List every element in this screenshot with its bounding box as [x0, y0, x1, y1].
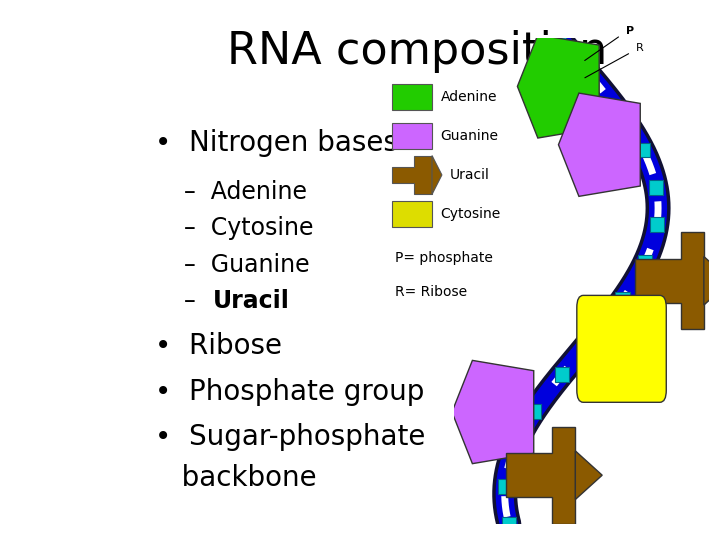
FancyBboxPatch shape	[498, 479, 512, 494]
Text: •  Ribose: • Ribose	[155, 332, 282, 360]
Text: backbone: backbone	[155, 464, 316, 492]
FancyBboxPatch shape	[577, 295, 666, 402]
FancyBboxPatch shape	[392, 123, 432, 149]
Polygon shape	[635, 232, 704, 329]
FancyBboxPatch shape	[638, 255, 652, 269]
Text: R: R	[636, 43, 644, 53]
Text: •  Sugar-phosphate: • Sugar-phosphate	[155, 423, 426, 451]
Text: Guanine: Guanine	[441, 129, 499, 143]
Polygon shape	[559, 93, 640, 197]
Text: •  Nitrogen bases: • Nitrogen bases	[155, 129, 397, 157]
FancyBboxPatch shape	[555, 367, 569, 382]
Text: Uracil: Uracil	[212, 289, 289, 313]
FancyBboxPatch shape	[552, 30, 566, 45]
FancyBboxPatch shape	[507, 442, 521, 456]
Text: P: P	[626, 26, 634, 36]
Polygon shape	[432, 156, 442, 194]
Polygon shape	[506, 427, 575, 524]
Text: •  Phosphate group: • Phosphate group	[155, 377, 424, 406]
Polygon shape	[452, 360, 534, 464]
FancyBboxPatch shape	[392, 84, 432, 110]
Text: –: –	[184, 289, 210, 313]
FancyBboxPatch shape	[392, 201, 432, 227]
FancyBboxPatch shape	[613, 105, 626, 120]
Text: –  Adenine: – Adenine	[184, 180, 307, 204]
Text: –  Cytosine: – Cytosine	[184, 217, 313, 240]
Polygon shape	[518, 35, 599, 138]
Text: –  Guanine: – Guanine	[184, 253, 309, 276]
Polygon shape	[575, 451, 602, 500]
FancyBboxPatch shape	[616, 292, 629, 307]
FancyBboxPatch shape	[636, 143, 650, 157]
Text: Cytosine: Cytosine	[441, 207, 501, 221]
Text: RNA composition: RNA composition	[228, 30, 608, 73]
Text: R= Ribose: R= Ribose	[395, 285, 467, 299]
Text: P= phosphate: P= phosphate	[395, 251, 492, 265]
FancyBboxPatch shape	[502, 516, 516, 531]
FancyBboxPatch shape	[583, 68, 597, 83]
Polygon shape	[704, 256, 720, 305]
FancyBboxPatch shape	[586, 329, 600, 344]
Text: Adenine: Adenine	[441, 90, 497, 104]
FancyBboxPatch shape	[649, 218, 664, 232]
Text: Uracil: Uracil	[449, 168, 489, 182]
Polygon shape	[392, 156, 432, 194]
FancyBboxPatch shape	[649, 180, 663, 194]
FancyBboxPatch shape	[527, 404, 541, 419]
